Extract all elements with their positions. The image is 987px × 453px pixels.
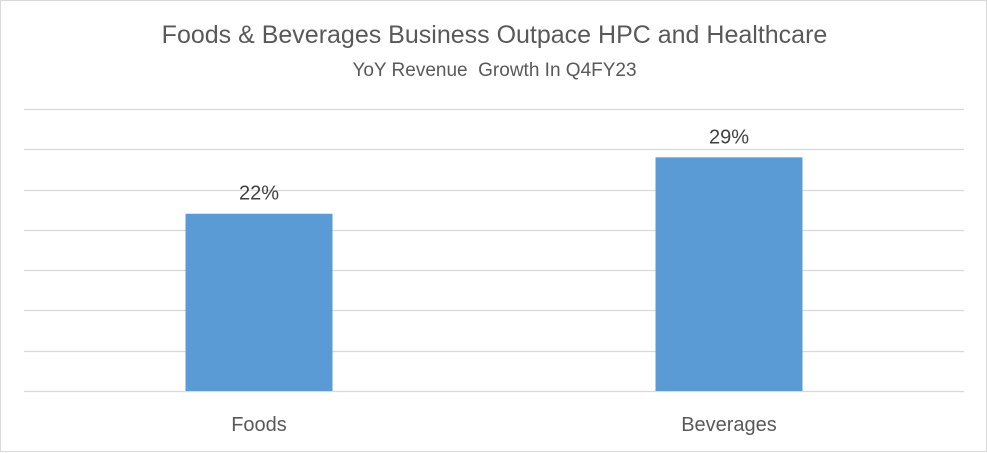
chart-title: Foods & Beverages Business Outpace HPC a…: [161, 21, 828, 49]
x-tick-label-beverages: Beverages: [681, 414, 777, 436]
bar-foods: [185, 213, 333, 391]
data-label-beverages: 29%: [709, 126, 749, 148]
x-tick-label-foods: Foods: [231, 414, 287, 436]
bar-beverages: [655, 157, 803, 391]
chart-subtitle: YoY Revenue Growth In Q4FY23: [352, 60, 637, 81]
data-label-foods: 22%: [239, 183, 279, 205]
